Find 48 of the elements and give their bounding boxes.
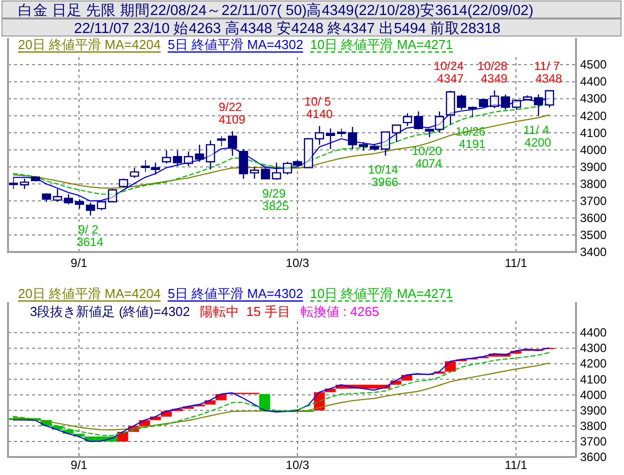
y-tick-label: 3800: [580, 418, 608, 433]
y-tick-label: 3400: [580, 245, 608, 259]
text: 10日 終値平滑 MA=4271: [310, 37, 453, 52]
y-tick-label: 3700: [580, 194, 608, 208]
y-tick-label: 4400: [580, 326, 608, 340]
text: 10日 終値平滑 MA=4271: [310, 286, 453, 301]
y-tick-label: 3700: [580, 434, 608, 448]
y-tick-label: 4300: [580, 92, 608, 106]
annotation: 11/ 4 4200: [523, 122, 552, 150]
y-tick-label: 4400: [580, 74, 608, 89]
annotation: 9/22 4109: [218, 100, 246, 126]
y-tick-label: 3600: [580, 450, 608, 464]
annotation: 10/20 4074: [412, 144, 442, 171]
y-tick-label: 4000: [580, 388, 608, 402]
x-tick-label: 10/3: [286, 458, 310, 472]
annotation: 10/ 5 4140: [304, 94, 333, 121]
x-tick-label: 11/1: [504, 458, 528, 472]
y-tick-label: 3800: [580, 176, 608, 191]
y-tick-label: 3500: [580, 228, 608, 242]
annotation: 10/14 3966: [368, 162, 399, 190]
annotation: 9/ 2 3614: [76, 222, 104, 250]
text: 20日 終値平滑 MA=4204: [18, 286, 161, 301]
x-tick-label: 10/3: [286, 256, 310, 270]
y-tick-label: 4200: [580, 356, 608, 371]
x-tick-label: 9/1: [70, 458, 88, 472]
text: 5日 終値平滑 MA=4302: [168, 286, 304, 301]
x-tick-label: 9/1: [70, 256, 88, 270]
annotation: 10/24 4347: [434, 59, 464, 86]
y-tick-label: 4500: [580, 58, 608, 72]
y-tick-label: 4200: [580, 108, 608, 123]
y-tick-label: 4000: [580, 142, 608, 157]
text: 転換値 : 4265: [300, 304, 380, 319]
text: 20日 終値平滑 MA=4204: [18, 37, 161, 52]
y-tick-label: 4300: [580, 341, 608, 356]
text: 陽転中 15 手目: [200, 304, 290, 319]
y-tick-label: 3900: [580, 160, 608, 174]
y-tick-label: 4100: [580, 372, 608, 386]
text: 3段抜き新値足 (終値)=4302: [30, 304, 190, 319]
y-tick-label: 3600: [580, 210, 608, 225]
annotation: 9/29 3825: [262, 186, 290, 214]
y-tick-label: 4100: [580, 126, 608, 140]
annotation: 11/ 7 4348: [534, 59, 562, 86]
text: 5日 終値平滑 MA=4302: [168, 37, 304, 52]
annotation: 10/28 4349: [477, 58, 508, 86]
chart-subtitle: 22/11/07 23/10 始4263 高4348 安4248 終4347 出5494 前取28318: [74, 20, 500, 37]
chart-title: 白金 日足 先限 期間22/08/24～22/11/07( 50)高4349(22/10/28)安3614(22/09/02): [18, 2, 534, 19]
x-tick-label: 11/1: [504, 256, 528, 270]
y-tick-label: 3900: [580, 403, 608, 418]
